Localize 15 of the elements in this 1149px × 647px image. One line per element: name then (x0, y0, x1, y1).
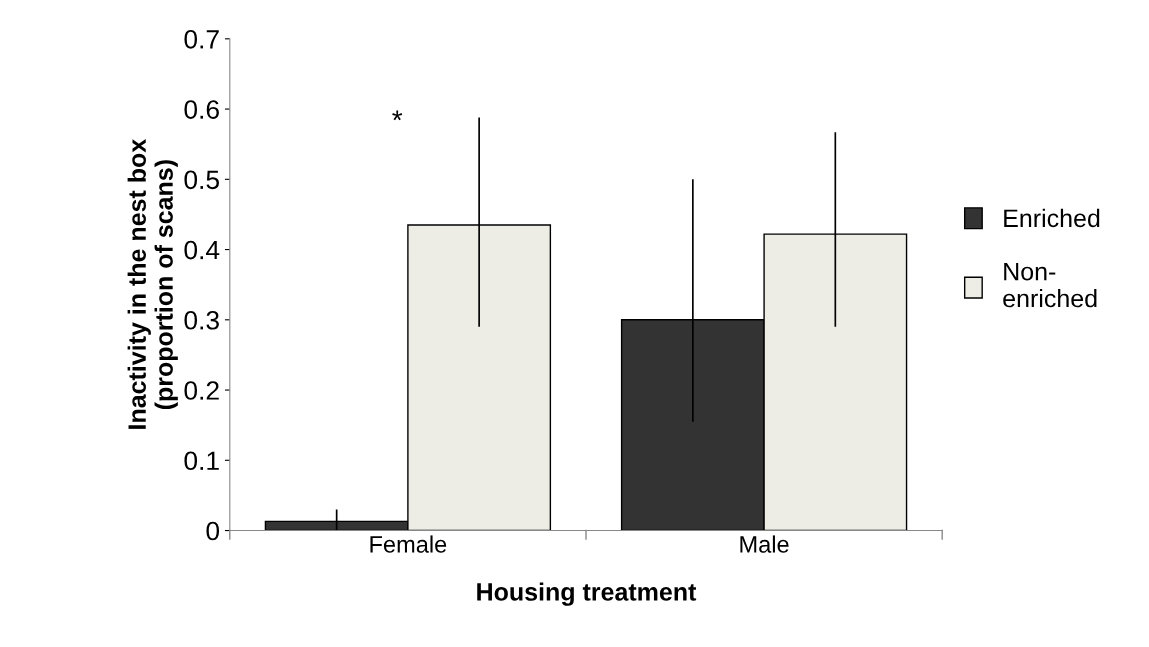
annotation: * (392, 110, 403, 121)
x-tick-label: Female (370, 535, 447, 553)
y-tick-label: 0 (206, 521, 220, 541)
y-axis-title: Inactivity in the nest box (proportion of scans) (127, 138, 178, 429)
y-tick-label: 0.4 (184, 240, 220, 260)
y-tick-label: 0.7 (184, 29, 219, 49)
y-tick-label: 0.1 (184, 451, 219, 471)
y-tick-label: 0.3 (184, 310, 219, 330)
x-axis-title: Housing treatment (477, 582, 697, 606)
y-tick-label: 0.5 (184, 170, 219, 190)
y-tick-label: 0.2 (184, 381, 219, 400)
x-tick-label: Male (740, 535, 789, 553)
legend-label: Enriched (1004, 208, 1100, 228)
y-tick-label: 0.6 (184, 100, 219, 119)
legend-label: Non- enriched (1003, 262, 1097, 308)
